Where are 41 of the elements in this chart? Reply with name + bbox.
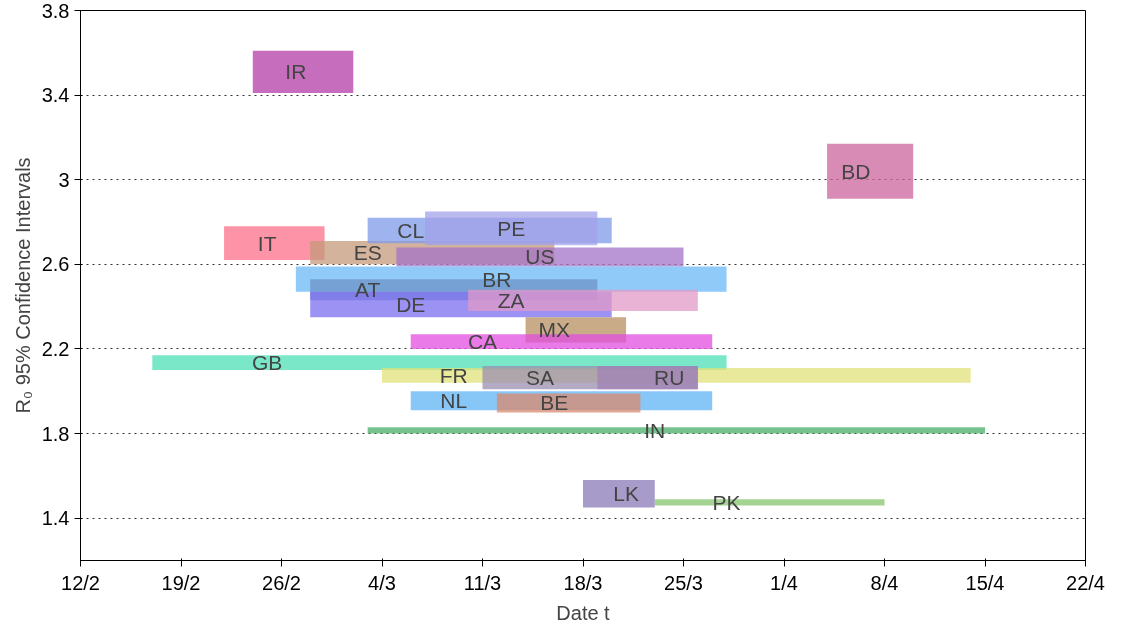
y-tick-label: 1.8 bbox=[41, 422, 70, 445]
annotation: SA bbox=[525, 366, 554, 390]
annotation: FR bbox=[439, 363, 468, 387]
x-tick-label: 25/3 bbox=[664, 571, 703, 594]
y-tick-label: 2.6 bbox=[41, 253, 70, 276]
annotation: PE bbox=[497, 216, 526, 240]
x-tick-label: 22/4 bbox=[1066, 571, 1105, 594]
annotation: MX bbox=[538, 318, 571, 342]
y-tick-label: 2.2 bbox=[41, 337, 70, 360]
annotation: PK bbox=[712, 490, 741, 514]
annotation: AT bbox=[355, 278, 381, 302]
y-axis-title: R₀ 95% Confidence Intervals bbox=[11, 157, 34, 414]
x-tick-label: 15/4 bbox=[965, 571, 1005, 594]
x-tick-label: 11/3 bbox=[463, 571, 502, 594]
annotation: US bbox=[525, 245, 555, 269]
x-tick-label: 18/3 bbox=[563, 571, 603, 594]
x-tick-label: 19/2 bbox=[161, 571, 201, 594]
annotation: BD bbox=[841, 159, 871, 183]
x-tick-label: 26/2 bbox=[262, 571, 301, 594]
x-tick-label: 1/4 bbox=[770, 571, 798, 594]
annotation: DE bbox=[396, 293, 426, 317]
annotation: BE bbox=[540, 391, 569, 415]
annotation: IT bbox=[257, 231, 277, 255]
y-tick-label: 1.4 bbox=[41, 507, 70, 530]
x-tick-label: 4/3 bbox=[368, 571, 396, 594]
annotation: ES bbox=[353, 241, 382, 265]
x-tick-label: 12/2 bbox=[61, 571, 100, 594]
x-axis-title: Date t bbox=[556, 601, 611, 624]
annotation: GB bbox=[251, 351, 283, 375]
annotation: LK bbox=[613, 482, 639, 506]
annotation: ZA bbox=[497, 288, 525, 312]
annotation: CL bbox=[397, 219, 425, 242]
y-tick-label: 3.4 bbox=[41, 84, 70, 107]
annotation: IR bbox=[285, 60, 307, 84]
annotation: CA bbox=[467, 330, 498, 354]
annotation: BR bbox=[482, 267, 512, 291]
y-tick-label: 3.8 bbox=[41, 0, 70, 22]
annotation: RU bbox=[653, 366, 685, 390]
x-tick-label: 8/4 bbox=[870, 571, 899, 594]
y-tick-label: 3 bbox=[58, 168, 70, 191]
annotation: NL bbox=[440, 389, 468, 413]
